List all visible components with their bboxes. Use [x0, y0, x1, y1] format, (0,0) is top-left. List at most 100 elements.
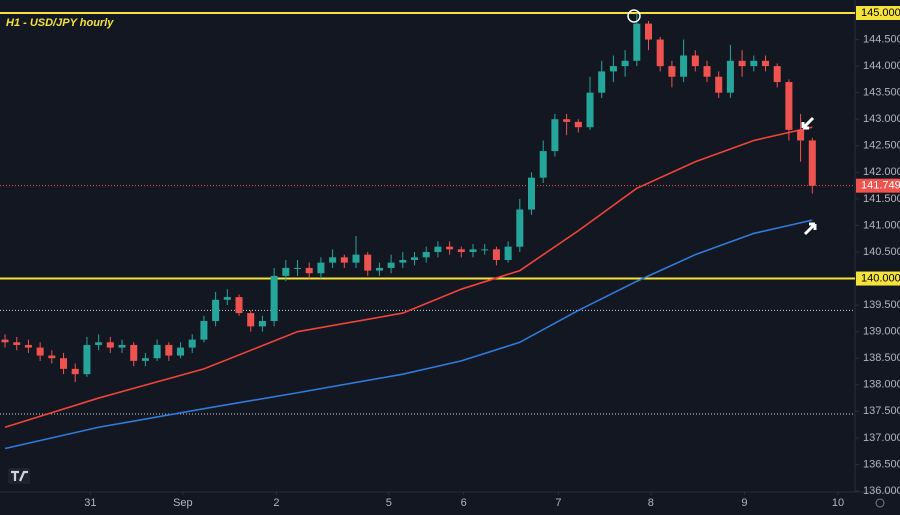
candle-body — [247, 313, 255, 327]
candle-body — [656, 39, 664, 67]
y-tick-label: 143.000 — [863, 113, 900, 125]
y-tick-label: 144.000 — [863, 60, 900, 72]
y-tick-label: 141.500 — [863, 193, 900, 205]
candle-body — [106, 342, 114, 348]
candle-body — [294, 267, 302, 269]
candle-body — [375, 267, 383, 271]
x-tick-label: 10 — [832, 497, 844, 509]
candle-body — [258, 321, 266, 327]
candle-body — [586, 92, 594, 128]
candle-body — [95, 342, 103, 345]
candle-body — [399, 259, 407, 263]
y-tick-label: 138.000 — [863, 379, 900, 391]
candle-body — [598, 71, 606, 93]
y-tick-label: 136.000 — [863, 485, 900, 497]
candle-body — [492, 249, 500, 260]
candle-body — [411, 257, 419, 260]
candle-body — [563, 119, 571, 122]
candle-body — [305, 267, 313, 274]
candle-body — [24, 344, 32, 348]
price-label-box — [856, 6, 900, 20]
chart-title: H1 - USD/JPY hourly — [6, 17, 114, 29]
candle-body — [574, 121, 582, 128]
y-tick-label: 141.000 — [863, 219, 900, 231]
price-label: 145.000 — [861, 7, 900, 19]
candle-body — [434, 246, 442, 252]
y-tick-label: 138.500 — [863, 352, 900, 364]
candle-body — [282, 267, 290, 276]
candle-body — [680, 55, 688, 77]
candle-body — [633, 23, 641, 61]
candle-body — [422, 252, 430, 258]
candle-body — [481, 249, 489, 251]
candle-body — [750, 60, 758, 67]
x-tick-label: 6 — [461, 497, 467, 509]
candle-body — [71, 368, 79, 375]
candle-body — [223, 297, 231, 300]
arrow-red-ma — [801, 116, 815, 130]
candle-body — [387, 262, 395, 268]
candle-body — [153, 344, 161, 359]
price-label: 141.749 — [861, 180, 900, 192]
arrow-blue-ma — [803, 222, 817, 236]
candle-body — [539, 151, 547, 178]
candle-body — [329, 257, 337, 263]
candle-body — [621, 60, 629, 67]
moving-average — [4, 126, 813, 429]
y-tick-label: 136.500 — [863, 458, 900, 470]
candle-body — [48, 355, 56, 359]
candle-body — [1, 339, 9, 343]
price-label-box — [856, 178, 900, 193]
candle-body — [446, 246, 454, 250]
candle-body — [527, 177, 536, 210]
moving-average — [4, 219, 813, 450]
candle-body — [715, 76, 723, 93]
candle-body — [317, 262, 325, 274]
settings-icon[interactable] — [875, 498, 885, 508]
candle-body — [13, 342, 21, 345]
candle-body — [352, 254, 360, 263]
candle-body — [797, 129, 805, 141]
candle-body — [83, 344, 91, 375]
candle-body — [738, 60, 746, 67]
y-tick-label: 143.500 — [863, 87, 900, 99]
candle-body — [808, 140, 816, 186]
y-tick-label: 137.500 — [863, 405, 900, 417]
candle-body — [60, 358, 68, 369]
candle-body — [785, 82, 793, 130]
candle-body — [609, 66, 617, 72]
candle-body — [691, 55, 699, 67]
candle-body — [516, 209, 524, 247]
candle-body — [773, 66, 781, 83]
x-tick-label: 7 — [555, 497, 561, 509]
candle-body — [188, 339, 196, 348]
x-tick-label: 5 — [386, 497, 392, 509]
candle-body — [668, 66, 676, 77]
candle-body — [504, 246, 512, 260]
peak-marker — [627, 9, 641, 23]
price-label: 140.000 — [861, 272, 900, 284]
candle-body — [551, 119, 559, 152]
y-tick-label: 139.500 — [863, 299, 900, 311]
candle-body — [703, 66, 711, 77]
candle-body — [212, 299, 220, 322]
x-tick-label: Sep — [173, 497, 193, 509]
y-tick-label: 140.500 — [863, 246, 900, 258]
candle-body — [165, 344, 173, 356]
x-tick-label: 8 — [648, 497, 654, 509]
y-tick-label: 142.000 — [863, 166, 900, 178]
candle-body — [130, 344, 138, 361]
candle-body — [457, 249, 465, 252]
y-tick-label: 139.000 — [863, 326, 900, 338]
y-tick-label: 137.000 — [863, 432, 900, 444]
candle-body — [469, 249, 477, 252]
candle-body — [141, 358, 149, 361]
candle-body — [340, 257, 348, 263]
x-tick-label: 9 — [741, 497, 747, 509]
candle-body — [200, 321, 208, 340]
candle-body — [761, 60, 770, 67]
x-tick-label: 2 — [273, 497, 279, 509]
candle-body — [644, 23, 653, 40]
